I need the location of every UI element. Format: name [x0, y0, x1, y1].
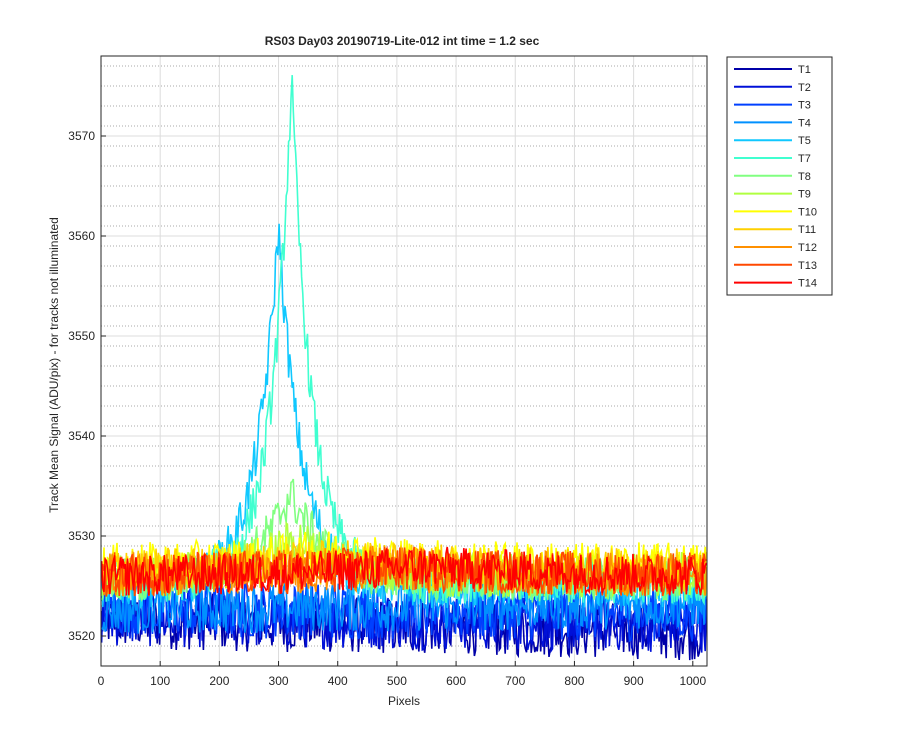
series-line-t4: [101, 578, 707, 634]
legend-label-t8: T8: [798, 171, 811, 183]
x-tick-label: 0: [98, 674, 105, 688]
legend-label-t13: T13: [798, 260, 817, 272]
chart-title: RS03 Day03 20190719-Lite-012 int time = …: [265, 34, 540, 48]
plot-area-frame: [100, 55, 708, 667]
x-axis-label: Pixels: [388, 694, 420, 708]
x-tick-label: 900: [624, 674, 644, 688]
y-tick-label: 3520: [68, 629, 95, 643]
legend-label-t11: T11: [798, 224, 816, 236]
x-tick-label: 300: [269, 674, 289, 688]
x-tick-label: 100: [150, 674, 170, 688]
legend-label-t12: T12: [798, 242, 817, 254]
y-axis-label: Track Mean Signal (ADU/pix) - for tracks…: [47, 217, 61, 513]
legend-label-t10: T10: [798, 206, 817, 218]
legend-label-t4: T4: [798, 117, 811, 129]
series-line-t14: [101, 545, 707, 597]
y-tick-label: 3560: [68, 229, 95, 243]
x-tick-label: 600: [446, 674, 466, 688]
y-axis-ticks: 3520 3530 3540 3550 3560 3570: [68, 129, 106, 643]
legend-label-t1: T1: [798, 64, 811, 76]
x-tick-label: 800: [564, 674, 584, 688]
y-tick-label: 3550: [68, 329, 95, 343]
x-tick-label: 500: [387, 674, 407, 688]
x-tick-label: 400: [328, 674, 348, 688]
x-tick-label: 700: [505, 674, 525, 688]
x-axis-ticks: 0 100 200 300 400 500 600 700 800 900 1000: [98, 661, 706, 688]
y-tick-label: 3570: [68, 129, 95, 143]
legend-label-t9: T9: [798, 189, 811, 201]
legend-label-t3: T3: [798, 100, 811, 112]
x-tick-label: 200: [209, 674, 229, 688]
legend: T1 T2 T3 T4 T5 T7 T8 T9 T10 T11 T12 T13 T14: [726, 56, 833, 296]
series-line-t2: [101, 588, 707, 654]
y-tick-label: 3530: [68, 529, 95, 543]
x-tick-label: 1000: [679, 674, 706, 688]
legend-label-t5: T5: [798, 135, 811, 147]
y-tick-label: 3540: [68, 429, 95, 443]
legend-label-t2: T2: [798, 82, 811, 94]
series-layer: [101, 75, 707, 661]
legend-label-t7: T7: [798, 153, 811, 165]
legend-label-t14: T14: [798, 278, 817, 290]
